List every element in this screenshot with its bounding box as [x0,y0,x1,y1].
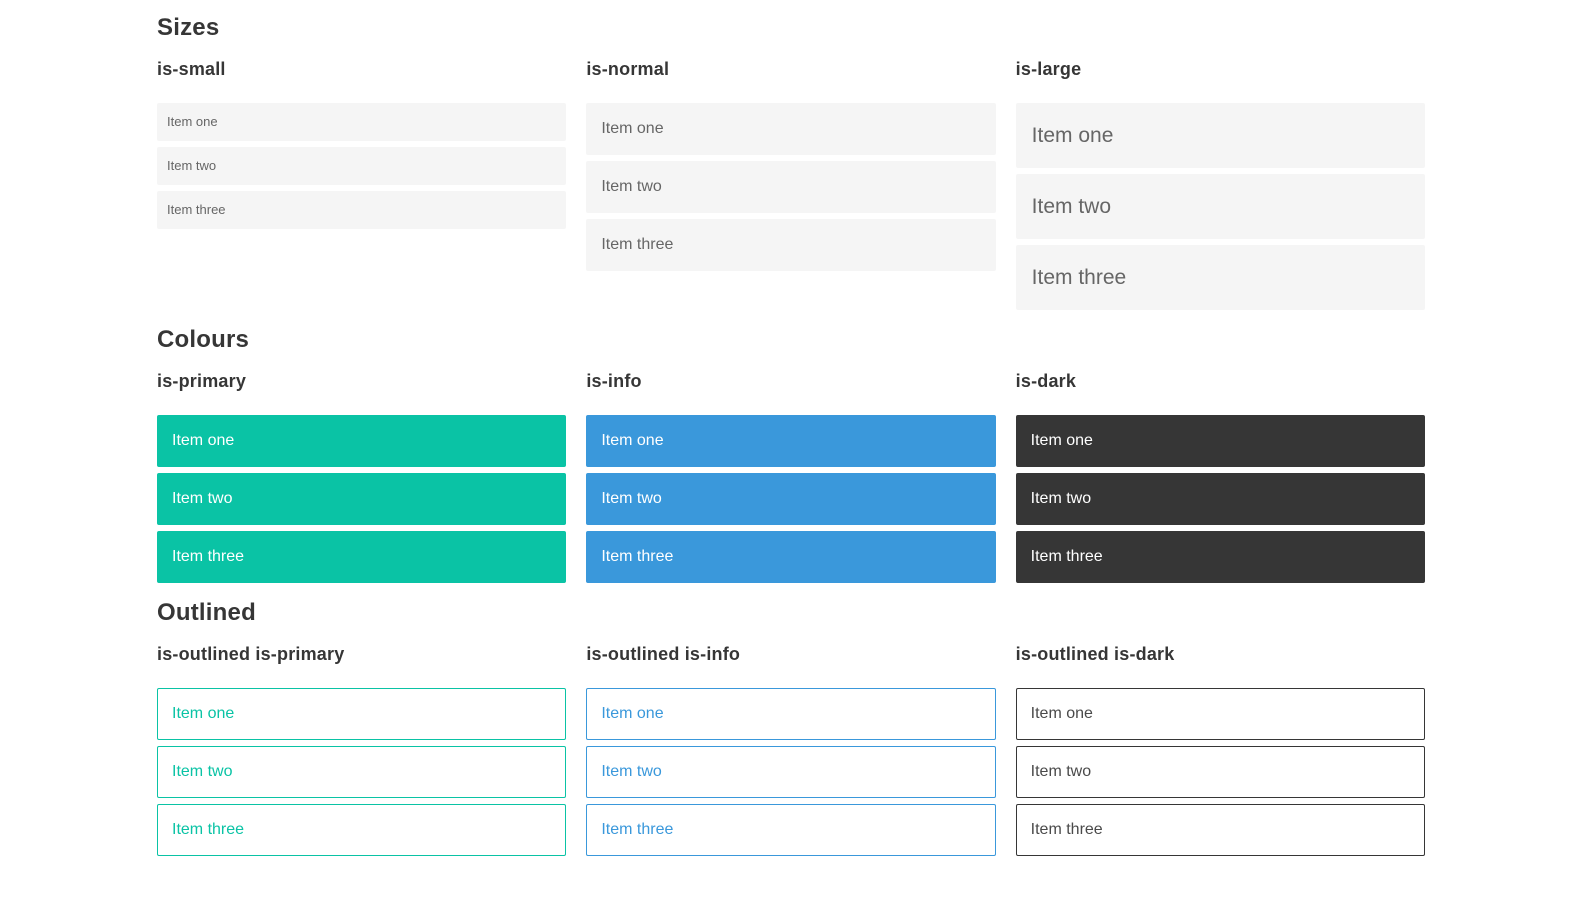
group-label: is-large [1015,59,1082,79]
list-item[interactable]: Item three [586,219,996,271]
list-item[interactable]: Item one [157,415,567,467]
item-list: Item one Item two Item three [157,103,567,229]
demo-group-is-small: is-small Item one Item two Item three [157,59,567,310]
item-list: Item one Item two Item three [1015,103,1425,310]
demo-section: Sizes is-small Item one Item two Item th… [157,14,1425,310]
group-label: is-info [586,371,642,391]
demo-group-is-info: is-info Item one Item two Item three [586,371,996,583]
list-item[interactable]: Item one [586,688,996,740]
list-item[interactable]: Item three [1015,245,1425,310]
demo-group-is-outlined-is-info: is-outlined is-info Item one Item two It… [586,644,996,856]
group-label: is-primary [157,371,247,391]
demo-group-is-primary: is-primary Item one Item two Item three [157,371,567,583]
item-list: Item one Item two Item three [586,103,996,271]
group-label: is-outlined is-primary [157,644,345,664]
group-label: is-outlined is-dark [1015,644,1175,664]
item-list: Item one Item two Item three [157,688,567,856]
list-item[interactable]: Item two [1015,174,1425,239]
list-item[interactable]: Item one [586,415,996,467]
list-item[interactable]: Item three [586,804,996,856]
list-item[interactable]: Item three [157,191,567,229]
demo-group-is-dark: is-dark Item one Item two Item three [1015,371,1425,583]
list-item[interactable]: Item one [1015,415,1425,467]
list-item[interactable]: Item two [1015,473,1425,525]
group-label: is-normal [586,59,670,79]
list-item[interactable]: Item one [157,103,567,141]
demo-group-is-large: is-large Item one Item two Item three [1015,59,1425,310]
list-item[interactable]: Item three [1015,531,1425,583]
group-label: is-small [157,59,226,79]
list-item[interactable]: Item one [1015,103,1425,168]
section-title-colours: Colours [157,326,250,353]
list-item[interactable]: Item two [157,746,567,798]
group-label: is-outlined is-info [586,644,741,664]
list-item[interactable]: Item two [157,147,567,185]
list-item[interactable]: Item three [586,531,996,583]
list-item[interactable]: Item one [1015,688,1425,740]
list-item[interactable]: Item two [586,161,996,213]
item-list: Item one Item two Item three [1015,688,1425,856]
section-title-sizes: Sizes [157,14,220,41]
list-item[interactable]: Item two [157,473,567,525]
demo-section: Colours is-primary Item one Item two Ite… [157,326,1425,583]
list-item[interactable]: Item two [586,746,996,798]
list-item[interactable]: Item two [586,473,996,525]
demo-group-is-outlined-is-primary: is-outlined is-primary Item one Item two… [157,644,567,856]
group-label: is-dark [1015,371,1077,391]
list-item[interactable]: Item one [586,103,996,155]
demo-section: Outlined is-outlined is-primary Item one… [157,599,1425,856]
item-list: Item one Item two Item three [586,415,996,583]
item-list: Item one Item two Item three [1015,415,1425,583]
list-item[interactable]: Item three [1015,804,1425,856]
section-columns: is-primary Item one Item two Item three … [157,371,1425,583]
section-title-outlined: Outlined [157,599,256,626]
demo-group-is-outlined-is-dark: is-outlined is-dark Item one Item two It… [1015,644,1425,856]
list-item[interactable]: Item two [1015,746,1425,798]
list-item[interactable]: Item one [157,688,567,740]
list-item[interactable]: Item three [157,804,567,856]
item-list: Item one Item two Item three [157,415,567,583]
section-columns: is-small Item one Item two Item three is… [157,59,1425,310]
list-item[interactable]: Item three [157,531,567,583]
item-list: Item one Item two Item three [586,688,996,856]
demo-group-is-normal: is-normal Item one Item two Item three [586,59,996,310]
section-columns: is-outlined is-primary Item one Item two… [157,644,1425,856]
